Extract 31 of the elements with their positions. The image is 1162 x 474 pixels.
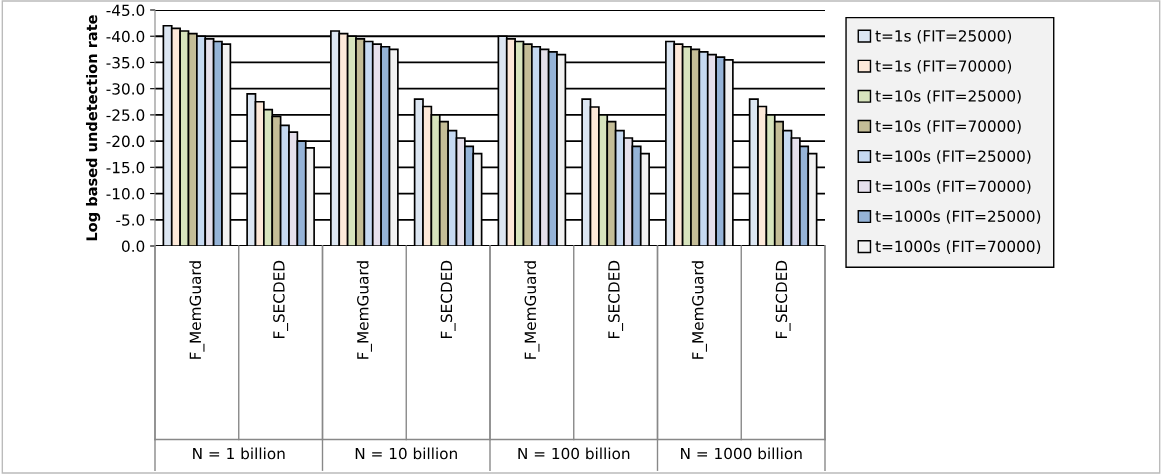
x-tick-label: F_SECDED [440, 260, 456, 339]
y-tick-label: -40.0 [106, 30, 145, 43]
y-tick-label: -30.0 [106, 83, 145, 95]
text: N = 1000 billion [681, 447, 802, 460]
y-tick-label: -5.0 [116, 214, 145, 226]
legend-label: t=1s (FIT=25000) [875, 29, 1012, 44]
legend-label: t=10s (FIT=25000) [875, 90, 1021, 104]
legend-label: t=1000s (FIT=25000) [875, 210, 1041, 224]
y-tick-label: -15.0 [106, 161, 145, 174]
y-axis-title: Log based undetection rate [85, 15, 101, 241]
legend-label: t=100s (FIT=25000) [875, 150, 1031, 164]
legend-label: t=100s (FIT=70000) [875, 180, 1031, 194]
x-tick-label: F_SECDED [273, 260, 289, 339]
x-tick-label: F_SECDED [775, 260, 791, 339]
y-tick-label: -45.0 [106, 4, 145, 17]
text: N = 100 billion [518, 447, 630, 460]
text: N = 1 billion [193, 447, 285, 460]
legend-label: t=10s (FIT=70000) [875, 120, 1021, 134]
x-tick-label: F_SECDED [608, 260, 624, 339]
y-tick-label: -10.0 [106, 188, 145, 200]
x-tick-label: F_MemGuard [356, 261, 372, 359]
y-tick-label: -25.0 [106, 109, 145, 121]
x-tick-label: F_MemGuard [524, 261, 540, 359]
legend-label: t=1000s (FIT=70000) [875, 240, 1041, 254]
y-tick-label: 0.0 [121, 240, 145, 253]
legend-label: t=1s (FIT=70000) [875, 59, 1012, 74]
x-tick-label: F_MemGuard [189, 261, 205, 359]
text: N = 10 billion [355, 447, 457, 460]
y-tick-label: -20.0 [106, 135, 145, 148]
y-tick-label: -35.0 [106, 56, 145, 69]
x-tick-label: F_MemGuard [691, 261, 707, 359]
